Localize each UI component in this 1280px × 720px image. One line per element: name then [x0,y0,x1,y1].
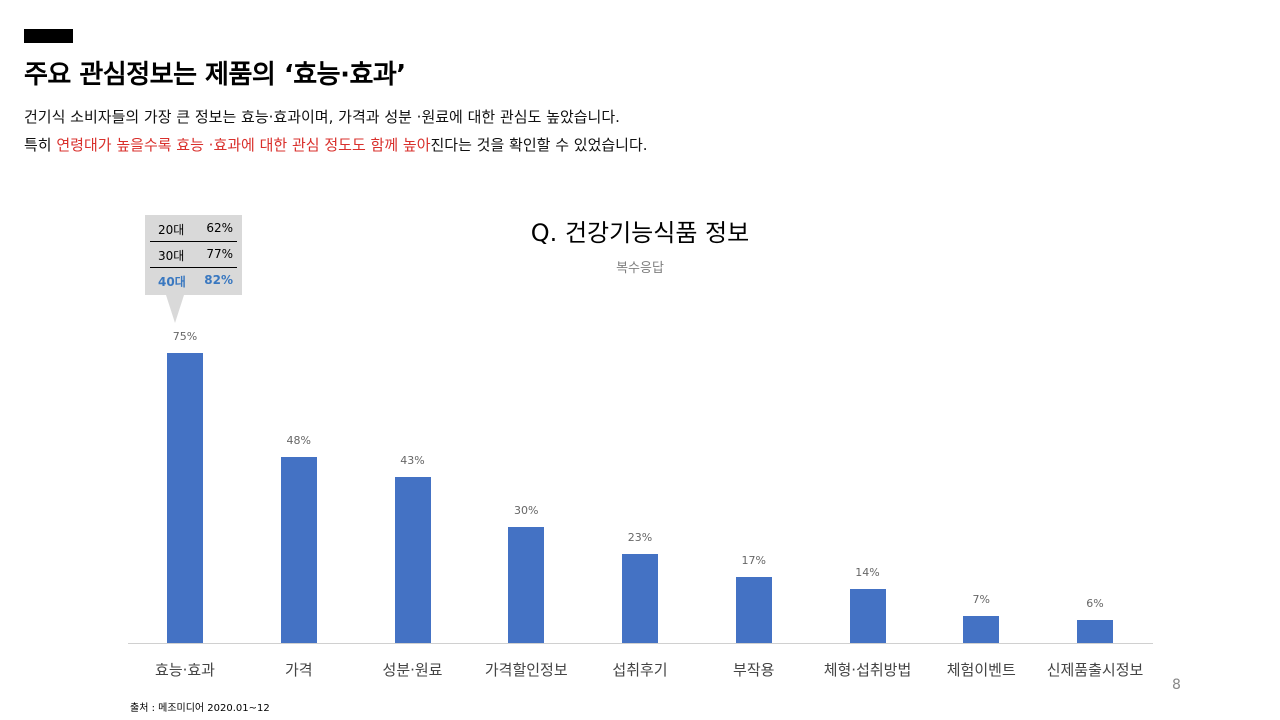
callout-value: 77% [206,247,233,261]
page-title: 주요 관심정보는 제품의 ‘효능·효과’ [24,60,406,90]
source-note: 출처 : 메조미디어 2020.01~12 [130,703,270,714]
category-label: 부작용 [733,661,775,679]
category-label: 성분·원료 [382,661,443,679]
bar-value-label: 75% [172,329,198,343]
bar-value-label: 43% [400,453,425,467]
bar-value-label: 23% [627,530,653,544]
bar [394,476,431,643]
category-label: 체험이벤트 [946,661,1016,679]
bar-value-label: 48% [286,434,311,448]
callout-row-20s: 20대 62% [150,216,237,242]
callout-value: 82% [204,273,233,287]
callout-pointer [166,295,184,323]
category-label: 체형·섭취방법 [823,661,912,679]
page-number: 8 [1172,677,1181,693]
bar [735,577,772,643]
age-callout: 20대 62% 30대 77% 40대 82% [145,215,242,295]
bar-value-label: 6% [1086,596,1104,610]
callout-row-30s: 30대 77% [150,242,237,268]
callout-age: 40대 [158,275,186,289]
bar-value-label: 14% [855,565,880,579]
description-line-2-prefix: 특히 [24,136,57,154]
category-label: 효능·효과 [155,661,215,679]
callout-value: 62% [206,221,233,235]
bar-value-label: 30% [514,503,539,517]
description-line-2-suffix: 진다는 것을 확인할 수 있었습니다. [430,136,648,154]
callout-age: 30대 [158,249,185,263]
bar [280,457,317,643]
category-label: 가격 [284,661,313,679]
x-axis-line [128,643,1153,644]
bar [963,615,1000,643]
chart-subtitle: 복수응답 [616,261,664,276]
title-accent-bar [24,29,73,43]
chart-title: Q. 건강기능식품 정보 [530,219,750,247]
bar-value-label: 7% [972,592,990,606]
description-highlight: 연령대가 높을수록 효능 ·효과에 대한 관심 정도도 함께 높아 [56,136,431,154]
bar [1077,619,1113,643]
description-line-2: 특히 연령대가 높을수록 효능 ·효과에 대한 관심 정도도 함께 높아진다는 … [24,134,648,155]
bar [167,352,203,643]
bar-value-label: 17% [741,554,766,568]
description-line-1: 건기식 소비자들의 가장 큰 정보는 효능·효과이며, 가격과 성분 ·원료에 … [24,108,620,126]
category-label: 신제품출시정보 [1046,661,1144,679]
category-label: 섭취후기 [612,661,668,679]
callout-row-40s: 40대 82% [150,268,237,293]
bar [849,588,886,643]
category-label: 가격할인정보 [484,661,568,679]
bar [508,526,545,643]
bar [622,553,658,643]
callout-age: 20대 [158,223,185,237]
